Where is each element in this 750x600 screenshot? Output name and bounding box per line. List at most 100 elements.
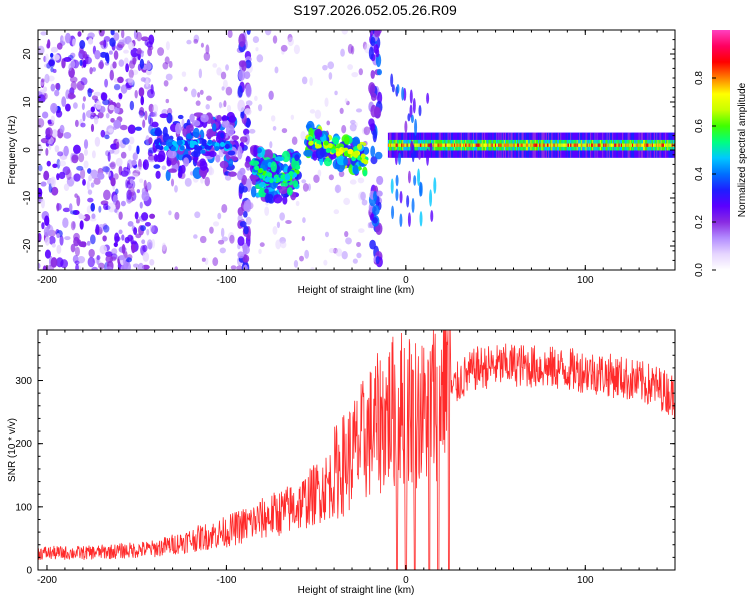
- heatmap-blob: [257, 104, 263, 112]
- heatmap-blob-core: [214, 142, 220, 148]
- heatmap-blob: [144, 221, 151, 227]
- heatmap-blob: [142, 251, 150, 262]
- heatmap-blob: [165, 41, 170, 51]
- heatmap-blob: [259, 242, 265, 247]
- heatmap-blob: [112, 61, 117, 69]
- heatmap-blob: [220, 132, 225, 139]
- heatmap-blob: [114, 232, 120, 244]
- heatmap-blob: [322, 64, 328, 71]
- heatmap-blob: [98, 205, 102, 213]
- heatmap-blob: [269, 141, 273, 149]
- heatmap-blob: [153, 164, 161, 169]
- snr-series-line: [38, 330, 675, 570]
- heatmap-blob: [299, 255, 304, 262]
- x-tick-label: -100: [216, 275, 236, 286]
- heatmap-blob: [390, 178, 394, 194]
- heatmap-blob: [60, 35, 64, 44]
- heatmap-blob: [115, 102, 121, 109]
- heatmap-blob: [293, 44, 301, 55]
- heatmap-blob: [372, 191, 378, 202]
- heatmap-blob: [412, 97, 416, 114]
- y-tick-label: -10: [22, 190, 33, 205]
- heatmap-blob: [429, 189, 433, 207]
- heatmap-blob-core: [316, 139, 322, 145]
- heatmap-blob: [90, 106, 96, 113]
- heatmap-blob: [70, 80, 77, 91]
- heatmap-blob: [212, 63, 218, 68]
- heatmap-blob: [226, 104, 232, 113]
- heatmap-blob: [199, 89, 204, 95]
- heatmap-feature-steady-carrier: [387, 73, 675, 228]
- heatmap-blob: [98, 61, 104, 69]
- heatmap-blob: [38, 118, 45, 128]
- heatmap-blob: [135, 166, 143, 172]
- heatmap-blob: [357, 177, 365, 184]
- bottom-axes: -200 -100 0 100 0 100 200 300: [15, 329, 676, 586]
- heatmap-blob: [123, 49, 129, 54]
- heatmap-blob: [81, 102, 85, 111]
- heatmap-blob: [97, 111, 104, 119]
- heatmap-blob: [292, 180, 299, 188]
- heatmap-blob: [138, 87, 145, 97]
- heatmap-blob: [414, 118, 418, 136]
- heatmap-blob-core: [170, 146, 176, 152]
- heatmap-blob: [144, 110, 148, 121]
- heatmap-blob: [127, 124, 136, 135]
- heatmap-blob: [219, 160, 229, 169]
- heatmap-blob: [315, 147, 325, 160]
- heatmap-blob: [87, 189, 93, 195]
- heatmap-blob: [96, 255, 101, 261]
- heatmap-blob: [177, 170, 183, 179]
- heatmap-blob-core: [214, 146, 220, 152]
- heatmap-blob: [362, 169, 368, 177]
- heatmap-blob: [109, 37, 116, 47]
- heatmap-blob: [200, 42, 204, 48]
- heatmap-blob: [70, 243, 76, 253]
- heatmap-blob: [356, 241, 361, 248]
- heatmap-blob: [130, 235, 134, 245]
- heatmap-blob: [426, 92, 430, 104]
- heatmap-blob: [140, 77, 146, 82]
- heatmap-blob: [300, 130, 306, 141]
- heatmap-blob: [161, 165, 167, 170]
- colorbar-tick-label: 0.6: [694, 119, 705, 133]
- heatmap-blob: [174, 266, 179, 270]
- heatmap-blob: [351, 72, 359, 78]
- figure-title: S197.2026.052.05.26.R09: [293, 2, 457, 18]
- heatmap-blob: [108, 50, 113, 55]
- colorbar-label: Normalized spectral amplitude: [737, 82, 748, 217]
- x-tick-label: -200: [37, 275, 57, 286]
- heatmap-blob: [274, 156, 285, 162]
- heatmap-blob: [117, 76, 124, 84]
- heatmap-blob: [341, 250, 348, 260]
- heatmap-blob: [368, 46, 374, 60]
- heatmap-blob: [153, 111, 158, 118]
- heatmap-blob: [51, 186, 59, 196]
- heatmap-blob: [140, 95, 145, 106]
- heatmap-blob: [102, 99, 110, 106]
- heatmap-blob: [109, 256, 117, 262]
- heatmap-blob: [376, 68, 382, 76]
- heatmap-blob: [104, 78, 109, 88]
- heatmap-blob: [90, 202, 95, 212]
- colorbar-tick-label: 0.8: [694, 71, 705, 85]
- heatmap-blob: [225, 124, 235, 137]
- heatmap-blob: [307, 183, 311, 192]
- heatmap-blob: [128, 41, 134, 51]
- heatmap-blob: [107, 202, 116, 213]
- heatmap-blob: [209, 226, 214, 234]
- heatmap-blob: [275, 239, 282, 250]
- heatmap-blob: [87, 38, 94, 45]
- heatmap-blob: [370, 36, 376, 47]
- heatmap-blob: [86, 180, 90, 191]
- heatmap-blob: [242, 254, 250, 263]
- heatmap-blob: [167, 168, 177, 173]
- heatmap-blob: [54, 145, 60, 153]
- heatmap-blob: [396, 83, 400, 94]
- heatmap-blob: [243, 210, 248, 218]
- heatmap-blob: [272, 225, 278, 235]
- heatmap-blob: [183, 86, 188, 92]
- heatmap-blob-core: [177, 140, 183, 146]
- heatmap-blob-core: [275, 177, 281, 183]
- heatmap-blob: [77, 31, 82, 37]
